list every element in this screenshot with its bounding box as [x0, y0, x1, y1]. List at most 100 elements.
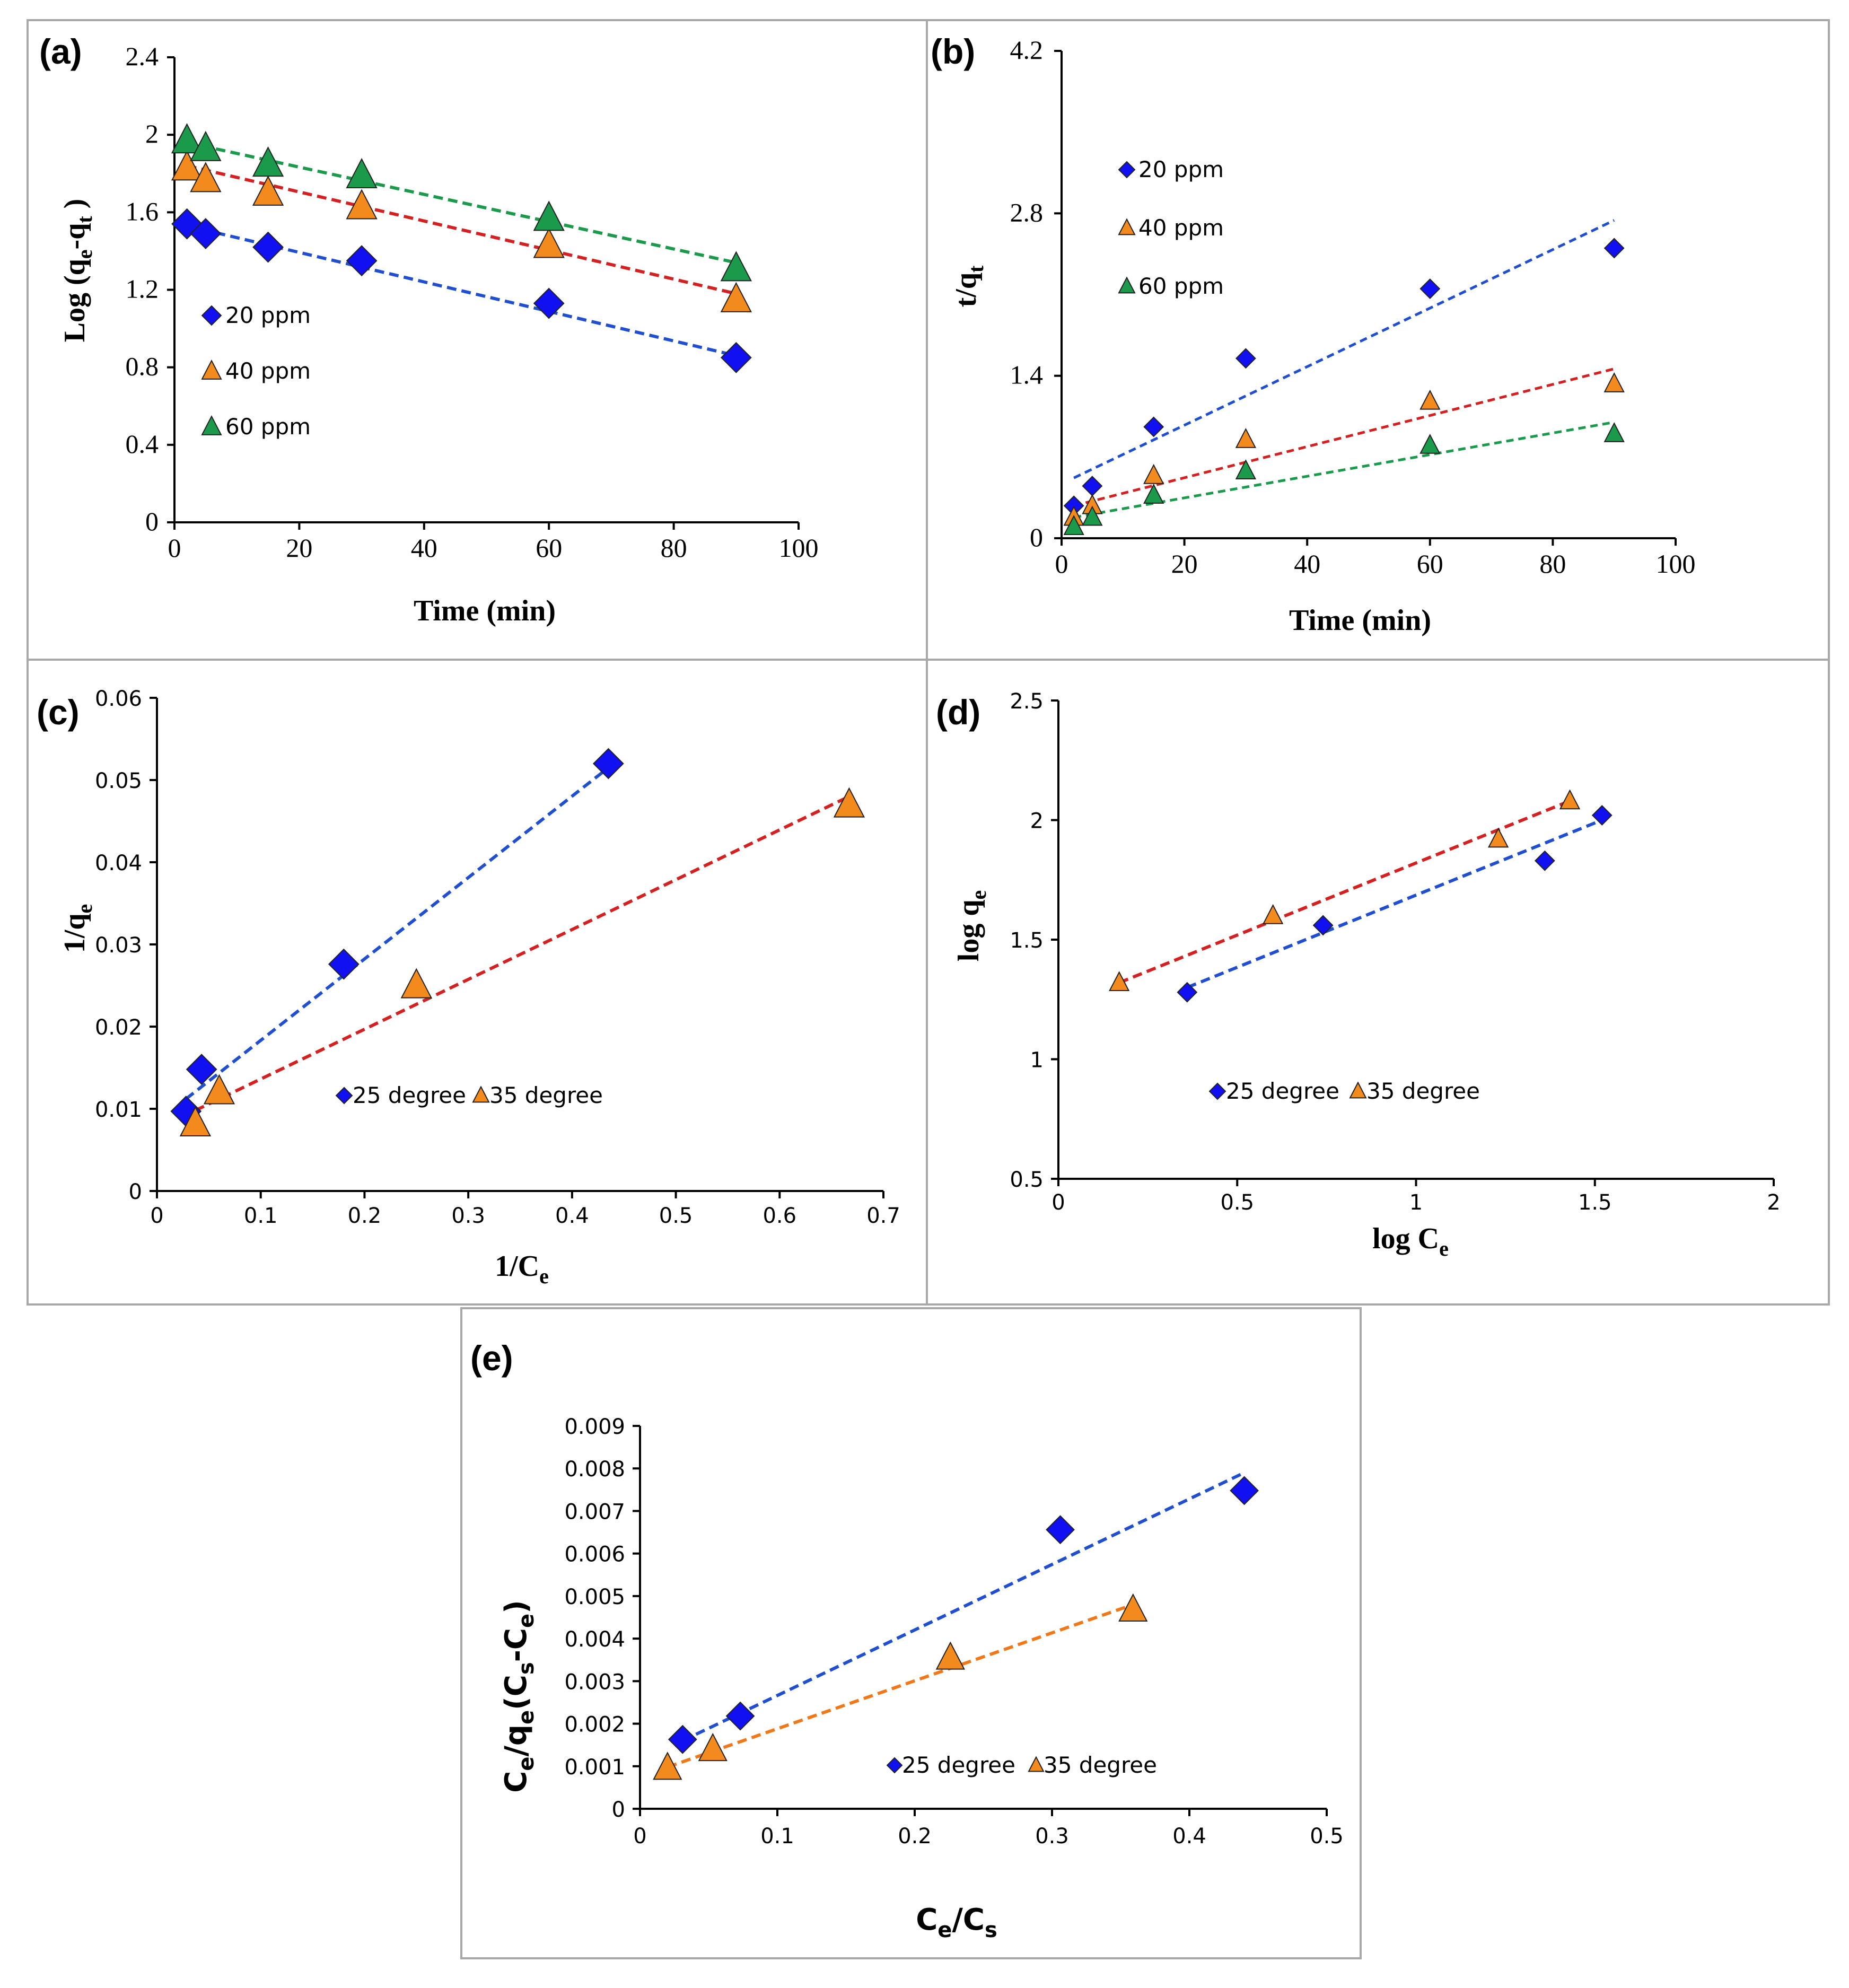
x-tick-label: 60: [536, 533, 562, 563]
y-tick-label: 1.4: [1010, 360, 1044, 390]
data-point-b-2: [1063, 515, 1084, 535]
data-point-c-1: [179, 1106, 212, 1136]
data-point-a-2: [190, 130, 222, 161]
x-tick-label: 2: [1767, 1190, 1780, 1215]
x-tick-label: 100: [1656, 549, 1696, 579]
chart-b-svg: (b) 0 20 40 60 80 100 0 1.4 2.8 4.2 20 ppm 40 ppm 60…: [931, 32, 1696, 637]
y-tick-label: 0.003: [564, 1670, 625, 1694]
chart-panel-e: (e) 0 0.1 0.2 0.3 0.4 0.5 0 0.001 0.002 0.003 0.00…: [460, 1307, 1362, 1959]
legend-marker-a-2: [201, 415, 222, 435]
x-tick-label: 60: [1417, 549, 1443, 579]
data-point-d-1: [1559, 789, 1581, 810]
data-point-c-0: [186, 1054, 217, 1085]
y-tick-label: 0.004: [564, 1627, 625, 1652]
data-point-a-1: [346, 189, 378, 220]
y-tick-label: 2: [1030, 809, 1044, 834]
x-tick-label: 0.5: [1220, 1190, 1254, 1215]
y-tick-label: 0: [1030, 522, 1043, 552]
x-tick-label: 0.7: [866, 1204, 900, 1228]
y-tick-label: 1.6: [126, 196, 159, 226]
data-point-a-0: [346, 245, 378, 277]
chart-c-svg: (c) 0 0.1 0.2 0.3 0.4 0.5 0.6 0.700.010.020.030…: [37, 687, 900, 1288]
x-tick-label: 0.3: [451, 1204, 485, 1228]
y-tick-label: 0: [612, 1798, 625, 1822]
y-tick-label: 0.5: [1010, 1168, 1044, 1192]
data-point-b-2: [1419, 433, 1441, 454]
y-tick-label: 4.2: [1010, 35, 1044, 65]
x-tick-label: 0: [633, 1824, 646, 1849]
x-tick-label: 20: [1171, 549, 1198, 579]
x-tick-label: 0.2: [348, 1204, 382, 1228]
legend-marker-b-1: [1118, 218, 1136, 235]
y-tick-label: 0.04: [95, 851, 142, 875]
y-axis-label-b: t/qt: [950, 265, 988, 307]
data-point-a-2: [252, 146, 284, 177]
legend-label-a-0: 20 ppm: [225, 302, 311, 328]
data-point-b-0: [1603, 238, 1625, 259]
y-axis-label-a: Log (qe-qt ): [58, 199, 97, 343]
y-tick-label: 0.03: [95, 933, 142, 958]
data-point-c-1: [400, 968, 432, 999]
data-point-a-0: [533, 287, 565, 319]
trendline-a-1: [186, 164, 737, 295]
x-tick-label: 0.5: [1310, 1824, 1344, 1849]
data-point-c-0: [592, 748, 624, 780]
trendline-e-0: [681, 1471, 1245, 1742]
data-point-c-0: [328, 948, 360, 980]
chart-a-plot: 0 20 40 60 80 100 0 0.4 0.8 1.2 1.6 2 2.4 20 ppm 40 pp…: [126, 41, 819, 563]
data-point-b-1: [1419, 389, 1441, 410]
data-point-e-0: [668, 1724, 697, 1754]
x-tick-label: 40: [411, 533, 437, 563]
x-tick-label: 0: [1055, 549, 1068, 579]
data-point-d-0: [1177, 982, 1198, 1003]
x-axis-label-c: 1/Ce: [495, 1250, 549, 1288]
legend-label-b-2: 60 ppm: [1138, 273, 1224, 299]
legend-label-d-1: 35 degree: [1366, 1078, 1480, 1104]
trendline-b-0: [1073, 219, 1615, 479]
legend-marker-b-2: [1118, 276, 1136, 294]
legend-label-e-1: 35 degree: [1044, 1752, 1157, 1778]
y-tick-label: 0.002: [564, 1713, 625, 1737]
legend-label-d-0: 25 degree: [1226, 1078, 1339, 1104]
trendline-d-0: [1186, 818, 1603, 989]
legend-marker-a-0: [201, 305, 222, 326]
panel-label-c: (c): [37, 693, 80, 732]
data-point-d-0: [1534, 850, 1555, 871]
data-point-e-1: [935, 1641, 965, 1670]
data-point-b-0: [1235, 348, 1256, 369]
x-tick-label: 1: [1409, 1190, 1423, 1215]
chart-c-plot: 0 0.1 0.2 0.3 0.4 0.5 0.6 0.7 0 0.01 0.02 0.03 0.04 0…: [95, 687, 900, 1228]
y-tick-label: 0.009: [564, 1415, 625, 1439]
y-tick-label: 2: [145, 119, 159, 148]
x-tick-label: 40: [1294, 549, 1320, 579]
x-tick-label: 0: [1051, 1190, 1065, 1215]
data-point-a-1: [190, 162, 222, 192]
data-point-b-0: [1082, 476, 1103, 496]
x-tick-label: 0.4: [555, 1204, 589, 1228]
y-tick-label: 0.005: [564, 1585, 625, 1609]
data-point-e-0: [1046, 1515, 1075, 1545]
data-point-a-2: [171, 123, 203, 154]
x-tick-label: 80: [1539, 549, 1566, 579]
x-tick-label: 0.3: [1035, 1824, 1069, 1849]
x-tick-label: 20: [286, 533, 312, 563]
data-point-a-0: [720, 341, 752, 373]
data-point-a-2: [533, 200, 565, 231]
x-axis-label-d: log Ce: [1372, 1222, 1449, 1260]
data-point-e-0: [1230, 1476, 1259, 1505]
data-point-d-0: [1312, 915, 1334, 936]
panel-label-a: (a): [39, 32, 82, 71]
data-point-b-2: [1082, 505, 1103, 526]
trendline-e-1: [667, 1603, 1134, 1769]
y-tick-label: 1: [1030, 1048, 1044, 1073]
panel-label-b: (b): [931, 32, 975, 71]
y-tick-label: 0.007: [564, 1500, 625, 1524]
y-tick-label: 2.4: [126, 41, 159, 71]
data-point-e-0: [725, 1701, 755, 1731]
legend-label-b-1: 40 ppm: [1138, 215, 1224, 241]
legend-label-a-1: 40 ppm: [225, 358, 311, 384]
x-tick-label: 0.1: [244, 1204, 278, 1228]
y-tick-label: 1.2: [126, 274, 159, 304]
chart-panel-a: (a) 0 20 40 60 80 100 0 0.4 0.8 1.2 1.6 2 2.4 20 ppm 4…: [27, 19, 928, 661]
x-tick-label: 0.5: [659, 1204, 693, 1228]
